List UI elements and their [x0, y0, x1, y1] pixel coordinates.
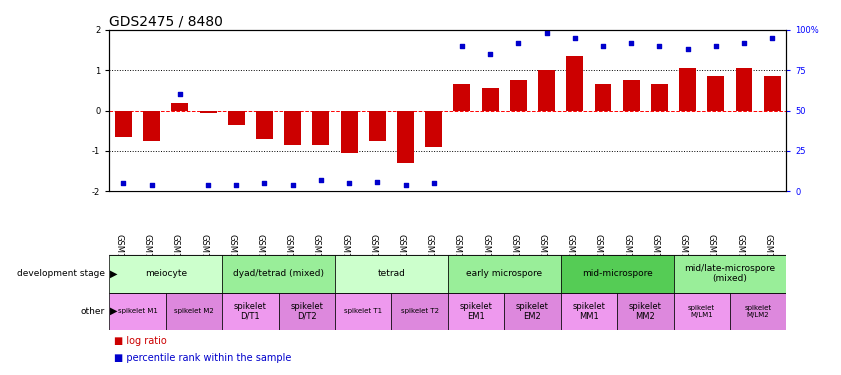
- Text: spikelet M2: spikelet M2: [174, 308, 214, 314]
- Point: [427, 180, 441, 186]
- Bar: [312, 111, 330, 145]
- Bar: [284, 111, 301, 145]
- Text: ▶: ▶: [110, 269, 118, 279]
- Bar: [166, 292, 222, 330]
- Text: spikelet
D/T2: spikelet D/T2: [290, 302, 323, 321]
- Bar: [680, 68, 696, 111]
- Bar: [674, 292, 730, 330]
- Text: spikelet
M/LM2: spikelet M/LM2: [744, 305, 772, 318]
- Text: spikelet
D/T1: spikelet D/T1: [234, 302, 267, 321]
- Bar: [707, 76, 724, 111]
- Point: [286, 182, 299, 188]
- Text: ▶: ▶: [110, 306, 118, 316]
- Point: [230, 182, 243, 188]
- Bar: [482, 88, 499, 111]
- Bar: [222, 255, 335, 292]
- Text: ■ log ratio: ■ log ratio: [114, 336, 167, 346]
- Point: [399, 182, 412, 188]
- Bar: [397, 111, 414, 163]
- Point: [511, 40, 525, 46]
- Text: mid/late-microspore
(mixed): mid/late-microspore (mixed): [685, 264, 775, 284]
- Text: spikelet
EM1: spikelet EM1: [459, 302, 493, 321]
- Bar: [447, 292, 505, 330]
- Point: [145, 182, 158, 188]
- Bar: [109, 255, 222, 292]
- Bar: [391, 292, 447, 330]
- Point: [117, 180, 130, 186]
- Bar: [369, 111, 386, 141]
- Bar: [595, 84, 611, 111]
- Point: [568, 35, 581, 41]
- Text: dyad/tetrad (mixed): dyad/tetrad (mixed): [233, 269, 324, 278]
- Point: [540, 30, 553, 36]
- Bar: [730, 292, 786, 330]
- Point: [738, 40, 751, 46]
- Text: spikelet
M/LM1: spikelet M/LM1: [688, 305, 716, 318]
- Bar: [109, 292, 166, 330]
- Text: spikelet T1: spikelet T1: [344, 308, 383, 314]
- Bar: [566, 56, 583, 111]
- Point: [709, 43, 722, 49]
- Point: [315, 177, 328, 183]
- Point: [653, 43, 666, 49]
- Bar: [426, 111, 442, 147]
- Bar: [510, 80, 526, 111]
- Bar: [335, 255, 447, 292]
- Bar: [622, 80, 640, 111]
- Bar: [335, 292, 391, 330]
- Bar: [199, 111, 216, 112]
- Text: spikelet
MM1: spikelet MM1: [573, 302, 606, 321]
- Text: GDS2475 / 8480: GDS2475 / 8480: [109, 15, 223, 29]
- Bar: [453, 84, 470, 111]
- Bar: [143, 111, 160, 141]
- Point: [371, 178, 384, 184]
- Text: ■ percentile rank within the sample: ■ percentile rank within the sample: [114, 353, 291, 363]
- Bar: [561, 292, 617, 330]
- Bar: [651, 84, 668, 111]
- Bar: [736, 68, 753, 111]
- Text: meiocyte: meiocyte: [145, 269, 187, 278]
- Point: [484, 51, 497, 57]
- Bar: [172, 102, 188, 111]
- Text: mid-microspore: mid-microspore: [582, 269, 653, 278]
- Bar: [764, 76, 780, 111]
- Bar: [505, 292, 561, 330]
- Text: spikelet M1: spikelet M1: [118, 308, 157, 314]
- Text: spikelet
MM2: spikelet MM2: [629, 302, 662, 321]
- Bar: [561, 255, 674, 292]
- Text: early microspore: early microspore: [466, 269, 542, 278]
- Text: tetrad: tetrad: [378, 269, 405, 278]
- Bar: [222, 292, 278, 330]
- Bar: [447, 255, 561, 292]
- Bar: [256, 111, 273, 139]
- Point: [201, 182, 214, 188]
- Text: spikelet
EM2: spikelet EM2: [516, 302, 549, 321]
- Point: [681, 46, 695, 53]
- Text: other: other: [81, 307, 105, 316]
- Bar: [538, 70, 555, 111]
- Bar: [674, 255, 786, 292]
- Bar: [617, 292, 674, 330]
- Point: [596, 43, 610, 49]
- Text: development stage: development stage: [17, 269, 105, 278]
- Bar: [115, 111, 132, 137]
- Bar: [341, 111, 357, 153]
- Bar: [278, 292, 335, 330]
- Bar: [228, 111, 245, 125]
- Point: [173, 92, 187, 98]
- Point: [342, 180, 356, 186]
- Point: [257, 180, 271, 186]
- Text: spikelet T2: spikelet T2: [400, 308, 439, 314]
- Point: [625, 40, 638, 46]
- Point: [765, 35, 779, 41]
- Point: [455, 43, 468, 49]
